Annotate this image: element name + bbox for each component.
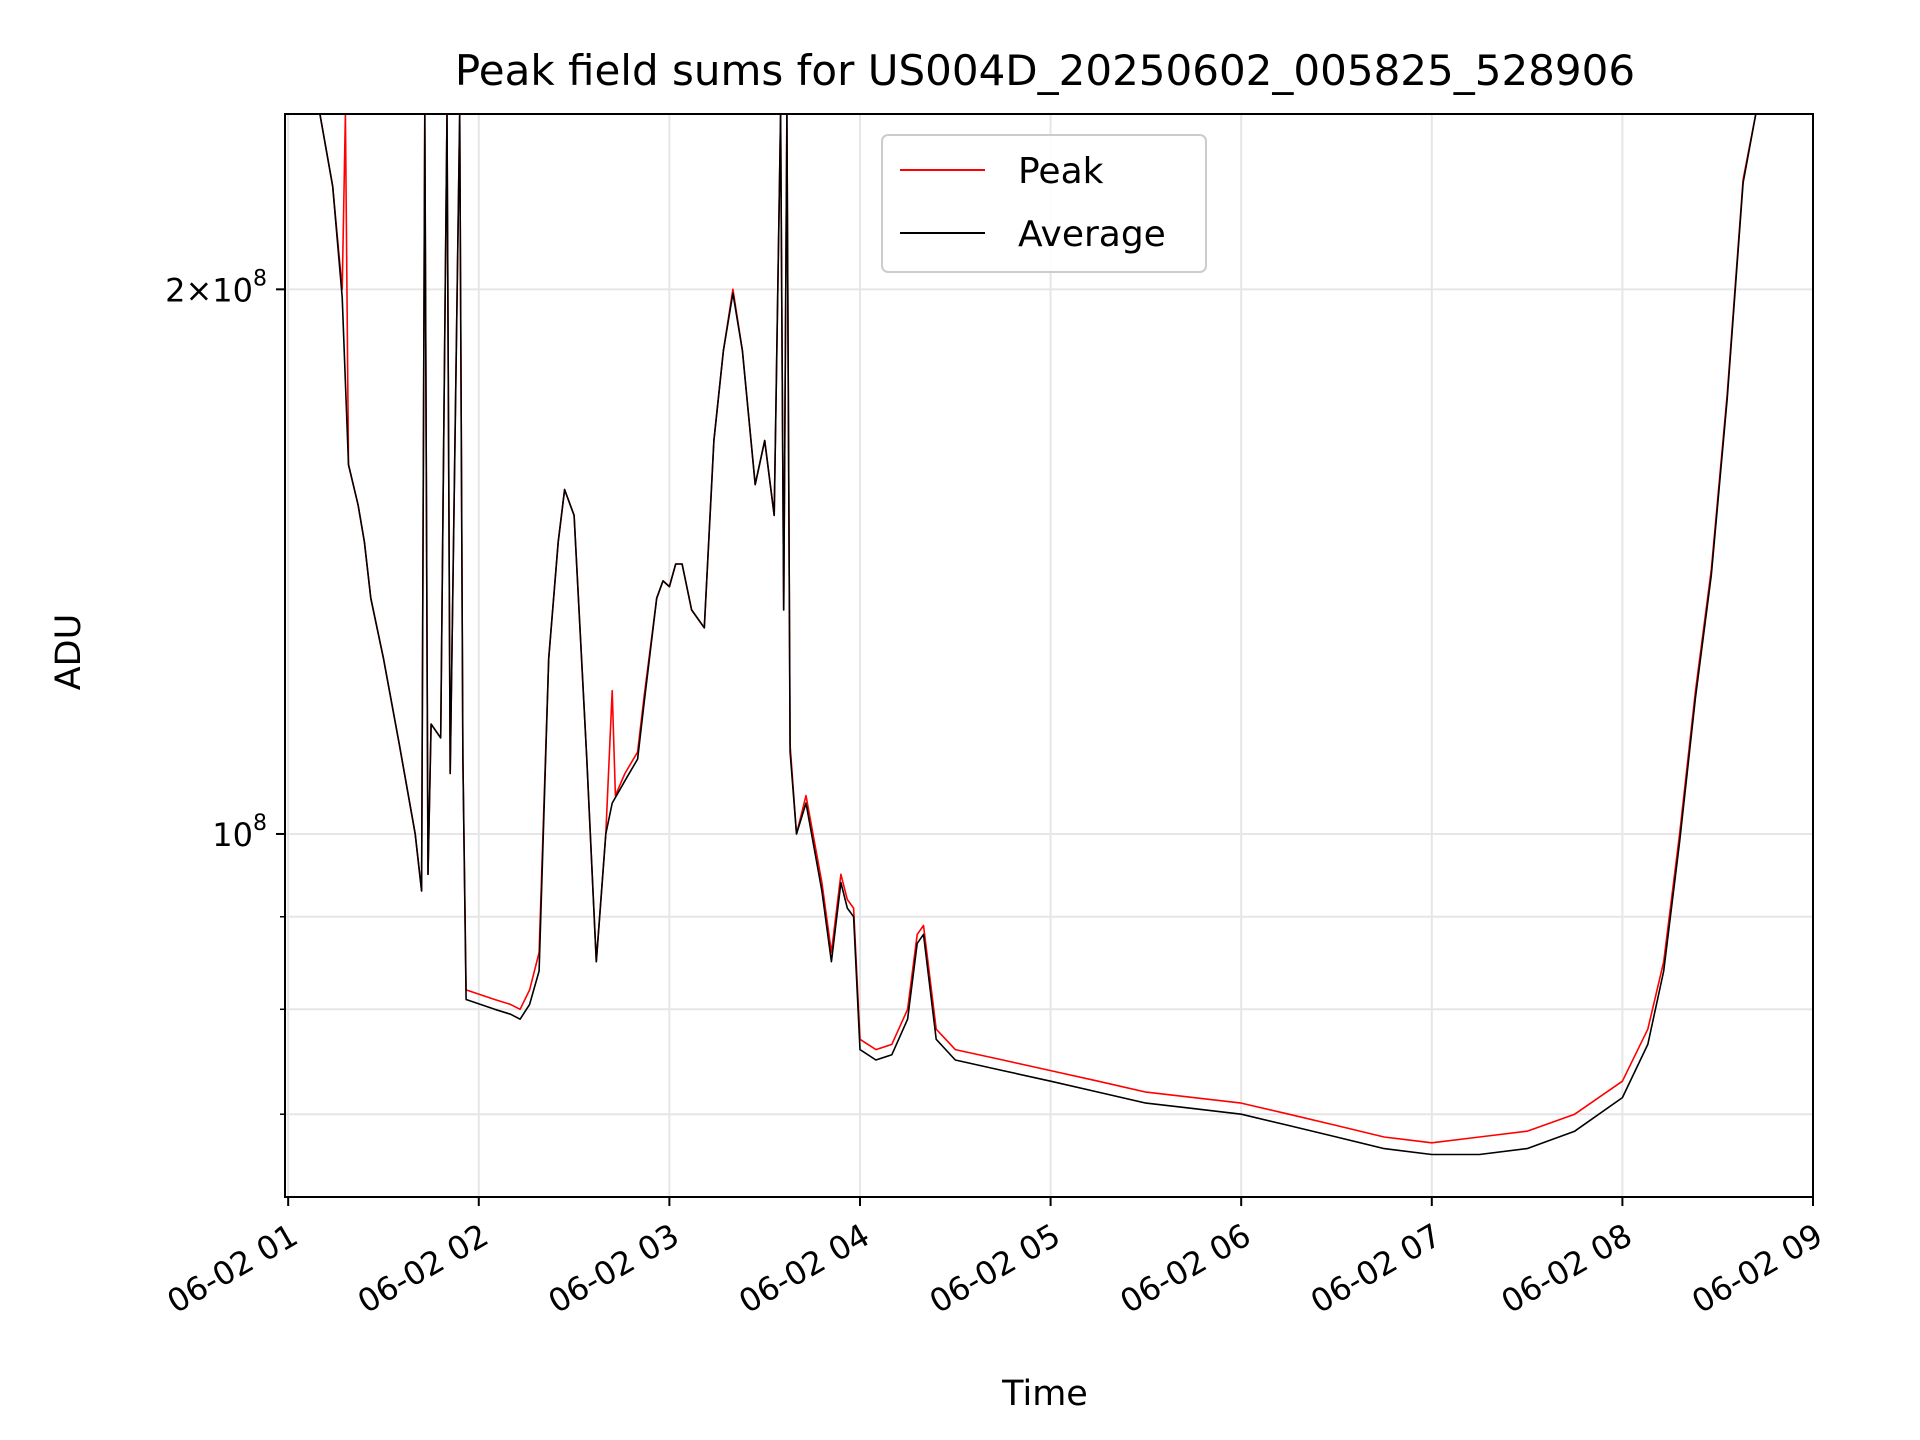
legend-label-average: Average: [1018, 214, 1166, 255]
series-line-average: [288, 114, 1813, 1156]
y-tick-label-base: 10: [212, 816, 253, 854]
plot-frame: [284, 113, 1814, 1198]
legend: Peak Average: [881, 134, 1207, 273]
legend-label-peak: Peak: [1018, 151, 1104, 192]
x-axis-label: Time: [1001, 1374, 1088, 1414]
y-tick-label: 108: [212, 811, 267, 854]
y-tick-label-exponent: 8: [253, 266, 267, 291]
y-tick-label: 2×108: [165, 266, 267, 309]
y-axis-label: ADU: [49, 614, 89, 691]
y-tick-label-exponent: 8: [253, 811, 267, 836]
y-tick-label-base: 2×10: [165, 271, 253, 309]
series-layer: [288, 114, 1813, 1156]
chart-title: Peak field sums for US004D_20250602_0058…: [455, 46, 1635, 95]
